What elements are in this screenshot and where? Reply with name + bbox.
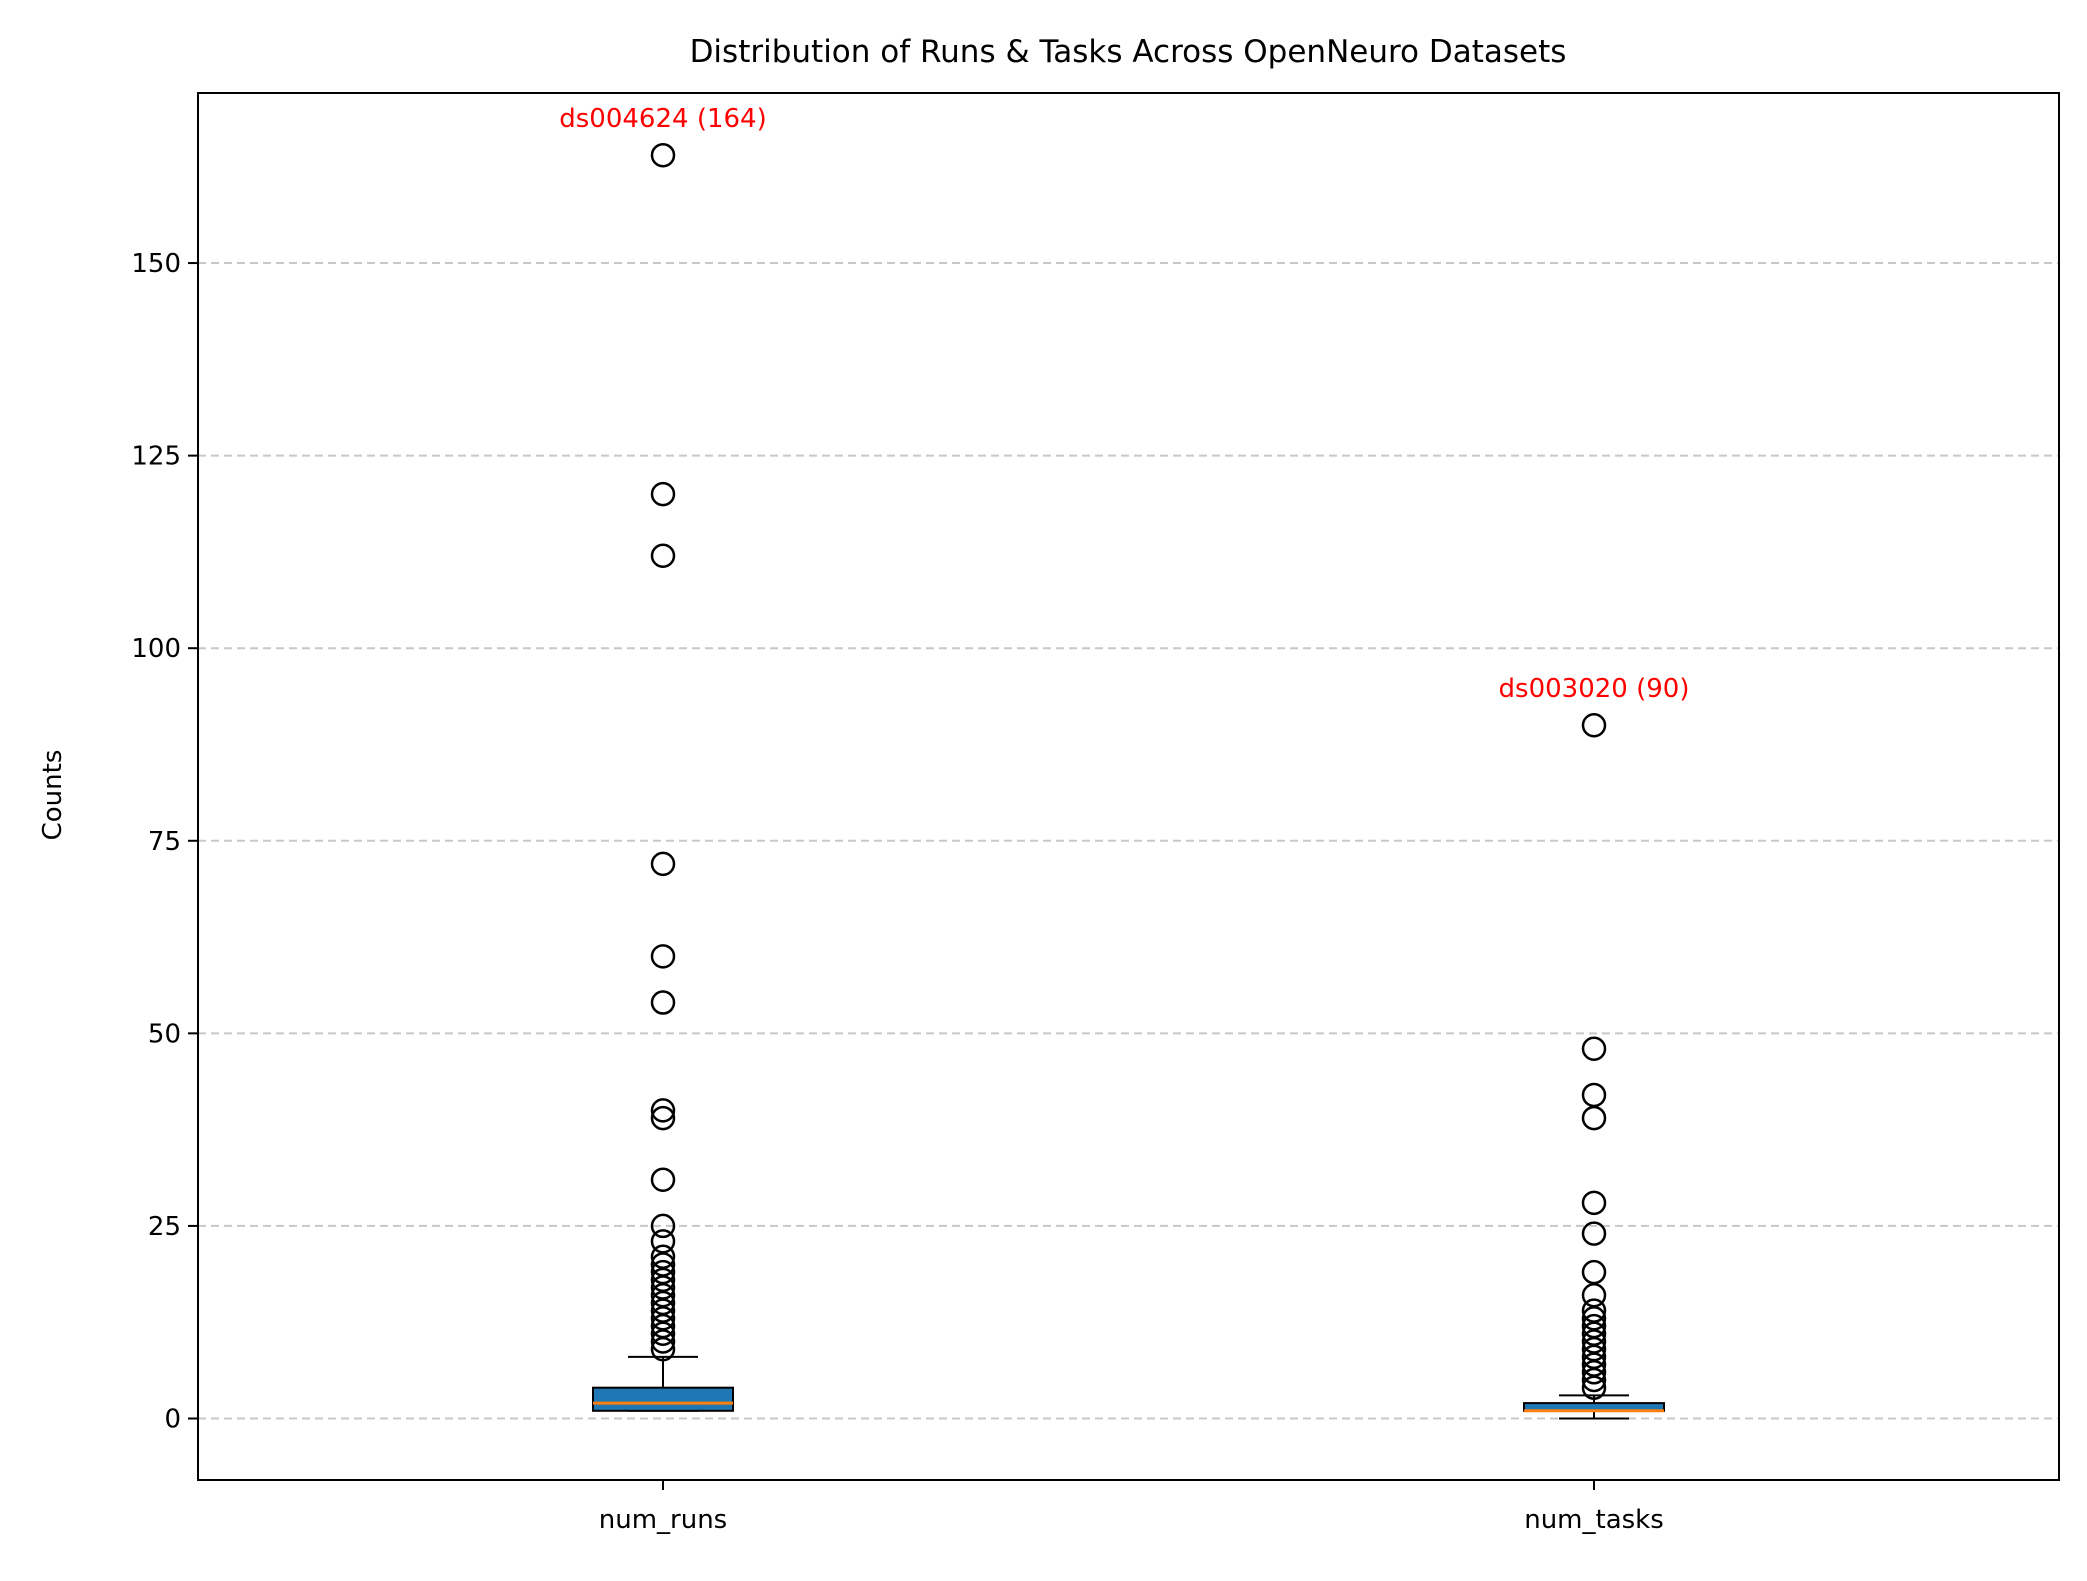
outlier-point: [1581, 1221, 1607, 1246]
x-tick-label-num_runs: num_runs: [599, 1505, 727, 1535]
y-tick-label-150: 150: [131, 249, 181, 279]
y-tick-label-100: 100: [131, 634, 181, 664]
y-axis-label: Counts: [38, 750, 68, 841]
grid-lines: [198, 262, 2059, 1420]
outlier-point: [1581, 1298, 1607, 1323]
outlier-point: [1581, 712, 1607, 738]
outlier-point: [650, 1229, 676, 1254]
boxes: [592, 142, 1665, 1420]
outlier-point: [1581, 1259, 1607, 1285]
y-tick-label-75: 75: [148, 827, 181, 857]
chart-title: Distribution of Runs & Tasks Across Open…: [690, 34, 1567, 70]
iqr-box: [592, 1386, 734, 1412]
box-num_tasks: [1523, 712, 1665, 1420]
y-tick-label-50: 50: [148, 1019, 181, 1049]
y-tick-label-0: 0: [164, 1405, 181, 1435]
outlier-point: [1581, 1082, 1607, 1108]
outlier-point: [650, 851, 676, 877]
outlier-point: [650, 142, 676, 168]
outlier-point: [650, 990, 676, 1015]
box-num_runs: [592, 142, 734, 1412]
outlier-point: [650, 1098, 676, 1123]
annotations: ds004624 (164) ds003020 (90): [559, 104, 1689, 704]
outlier-point: [650, 1105, 676, 1131]
outlier-point: [650, 944, 676, 969]
outlier-point: [650, 1259, 676, 1285]
y-tick-label-25: 25: [148, 1212, 181, 1242]
outlier-point: [1581, 1313, 1607, 1339]
outlier-annotation: ds004624 (164): [559, 104, 766, 134]
outlier-point: [650, 481, 676, 507]
plot-frame: [197, 92, 2060, 1481]
outlier-point: [1581, 1190, 1607, 1216]
outlier-point: [650, 1213, 676, 1239]
x-tick-label-num_tasks: num_tasks: [1524, 1505, 1664, 1535]
outlier-point: [650, 543, 676, 569]
axis-ticks: 0 25 50 75 100 125 150 num_runs num_tasks: [131, 249, 1663, 1535]
outlier-annotation: ds003020 (90): [1499, 674, 1690, 704]
outlier-point: [650, 1167, 676, 1192]
outlier-point: [1581, 1036, 1607, 1062]
y-tick-label-125: 125: [131, 442, 181, 472]
outlier-point: [650, 1244, 676, 1269]
